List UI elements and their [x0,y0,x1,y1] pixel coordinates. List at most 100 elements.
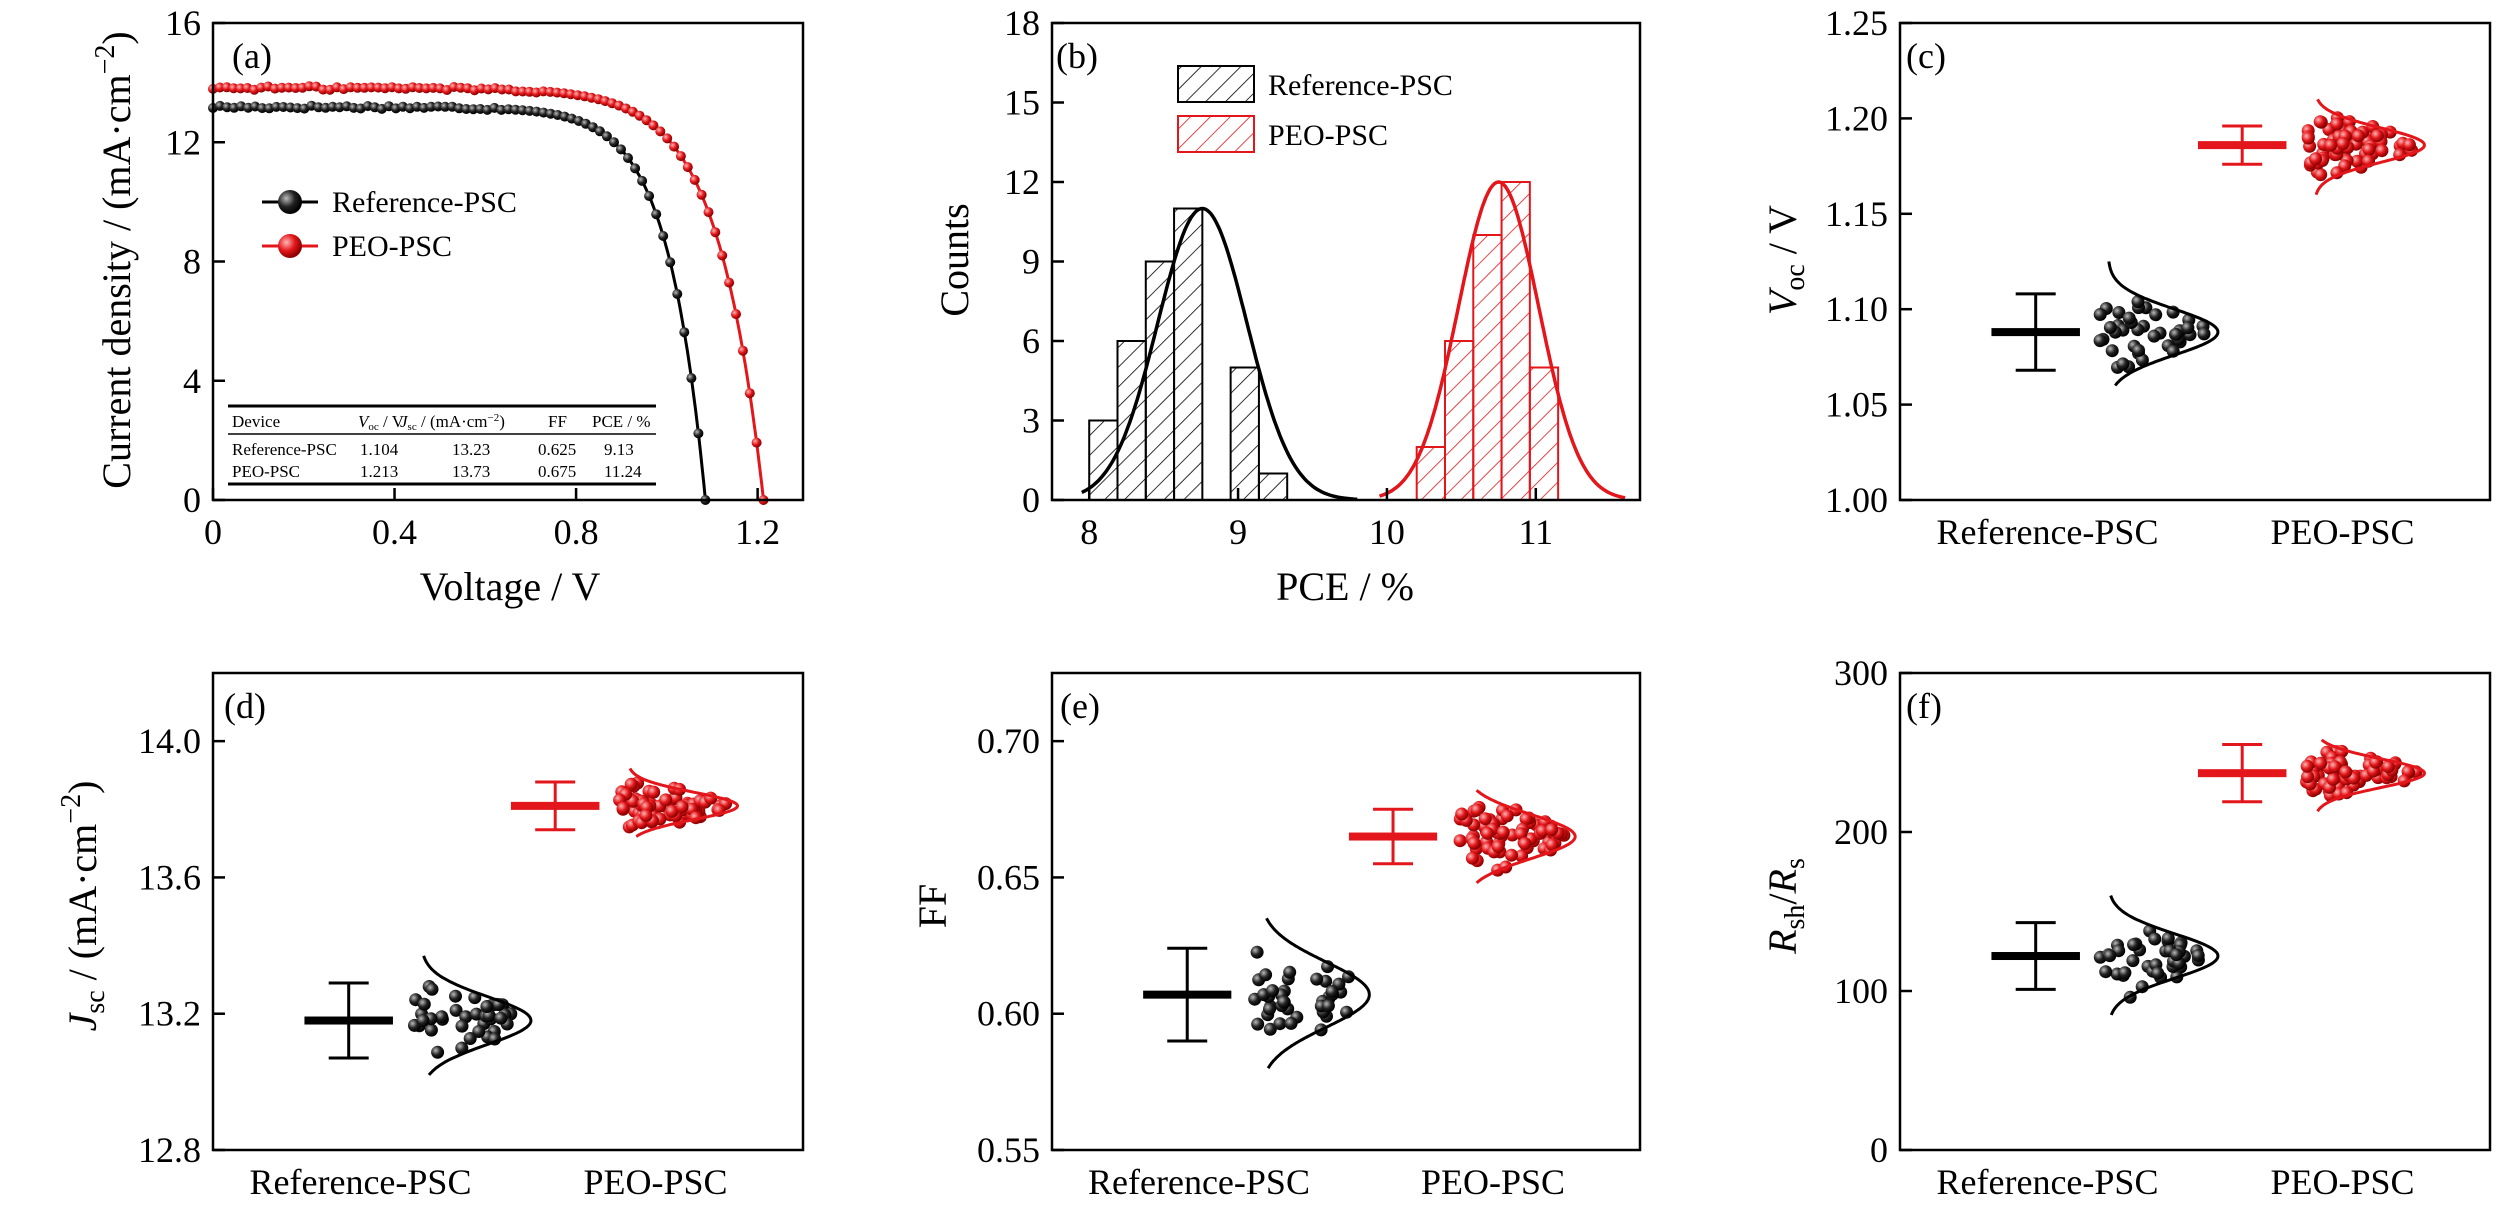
data-point [1259,968,1273,982]
iv-point [641,115,652,126]
data-point [2161,931,2175,945]
gaussian-fit-peo [1378,180,1626,500]
data-point [1325,985,1339,998]
y-tick-label: 100 [1834,971,1888,1011]
panel-a-ylabel: Current density / (mA·cm−2) [90,31,139,488]
data-point [1496,825,1510,839]
data-point [659,793,673,807]
data-point [2148,932,2162,946]
data-point [2112,306,2126,319]
panel-d-frame [211,671,805,1152]
y-tick-label: 1.05 [1825,385,1888,425]
panel-f-frame [1898,671,2492,1152]
data-point [2116,357,2130,371]
y-tick-label: 14.0 [138,721,201,761]
iv-point [751,437,762,448]
histogram-bar [1500,181,1531,501]
legend-ref-swatch [1177,65,1255,103]
iv-point [662,133,673,144]
y-tick-label: 200 [1834,812,1888,852]
panel-c-voc: 1.00 1.05 1.10 1.15 1.20 1.25 Reference-PSC PEO… [1760,3,2492,552]
data-point [2181,321,2195,335]
data-point [639,809,653,822]
iv-point [637,175,648,186]
iv-point [276,82,287,93]
data-point [1467,836,1481,850]
data-point [2127,938,2141,952]
table-header-ff: FF [548,412,567,431]
data-point [1310,972,1324,986]
ff-distribution [1143,789,1577,1070]
data-point [1518,837,1532,851]
panel-e-ticks: 0.55 0.60 0.65 0.70 Reference-PSC PEO-PSC [977,721,1565,1202]
y-tick-label: 300 [1834,653,1888,693]
histogram-bar [1257,472,1289,501]
distribution-curve [1475,789,1577,885]
data-point [417,997,431,1011]
iv-point [352,82,363,93]
legend-peo-swatch [1177,115,1255,153]
mean-box [2197,769,2287,778]
panel-f-rsh-rs: 0 100 200 300 Reference-PSC PEO-PSC (f) Rsh/R… [1760,653,2492,1202]
data-point [675,800,689,814]
panel-e-ylabel: FF [910,884,955,929]
panel-a-frame [211,21,805,502]
table-cell: 13.73 [452,462,490,481]
iv-point [675,151,686,162]
panel-d-ticks: 12.8 13.2 13.6 14.0 Reference-PSC PEO-PSC [138,721,728,1202]
data-point [2350,154,2364,168]
table-header-device: Device [232,412,280,431]
y-tick-label: 0.60 [977,994,1040,1034]
distribution-curve [2316,738,2426,813]
data-point [1263,1022,1277,1036]
panel-b-ticks: 0 3 6 9 12 15 18 8 9 10 11 [1004,3,1553,552]
table-cell: 0.675 [538,462,576,481]
table-cell: 0.625 [538,440,576,459]
y-tick-label: 12 [165,122,201,162]
data-point [2132,343,2145,357]
data-point [2370,129,2384,143]
iv-point [665,257,676,268]
iv-point [672,289,683,299]
iv-point [278,102,289,112]
data-point [1284,1016,1298,1030]
iv-point [510,86,521,97]
x-tick-label: Reference-PSC [1088,1162,1310,1202]
jsc-distribution [304,767,740,1076]
iv-point [658,231,669,241]
iv-point [651,209,662,220]
iv-point [623,153,633,163]
data-point [472,1025,486,1038]
data-point [1465,851,1479,865]
x-tick-label: 8 [1080,512,1098,552]
data-point [1545,838,1559,852]
data-point [2149,308,2163,322]
data-point [1342,970,1355,984]
data-point [2103,949,2117,963]
data-point [2147,329,2161,343]
iv-point [731,309,741,320]
distribution-curve [1265,917,1371,1070]
iv-point [609,137,619,148]
data-point [2375,144,2389,158]
y-tick-label: 0.55 [977,1130,1040,1170]
table-cell: 13.23 [452,440,490,459]
data-point [1273,1017,1287,1031]
distribution-curve [628,767,740,838]
histogram-bar [1472,234,1503,501]
legend-ref-label: Reference-PSC [1268,69,1453,102]
data-point [463,1032,477,1045]
data-point [1277,995,1291,1009]
y-tick-label: 15 [1004,83,1040,123]
iv-point [461,104,472,114]
data-point [2328,760,2342,774]
data-point [2313,115,2327,129]
panel-a-iv-curves: 0 4 8 12 16 0 0.4 0.8 1.2 (a) Voltage / V Curren… [90,3,805,609]
data-point [2314,168,2328,182]
data-point [1266,984,1279,998]
data-point [1481,826,1494,840]
data-point [416,1014,430,1027]
y-tick-label: 18 [1004,3,1040,43]
y-tick-label: 0.70 [977,721,1040,761]
iv-point [594,126,605,137]
